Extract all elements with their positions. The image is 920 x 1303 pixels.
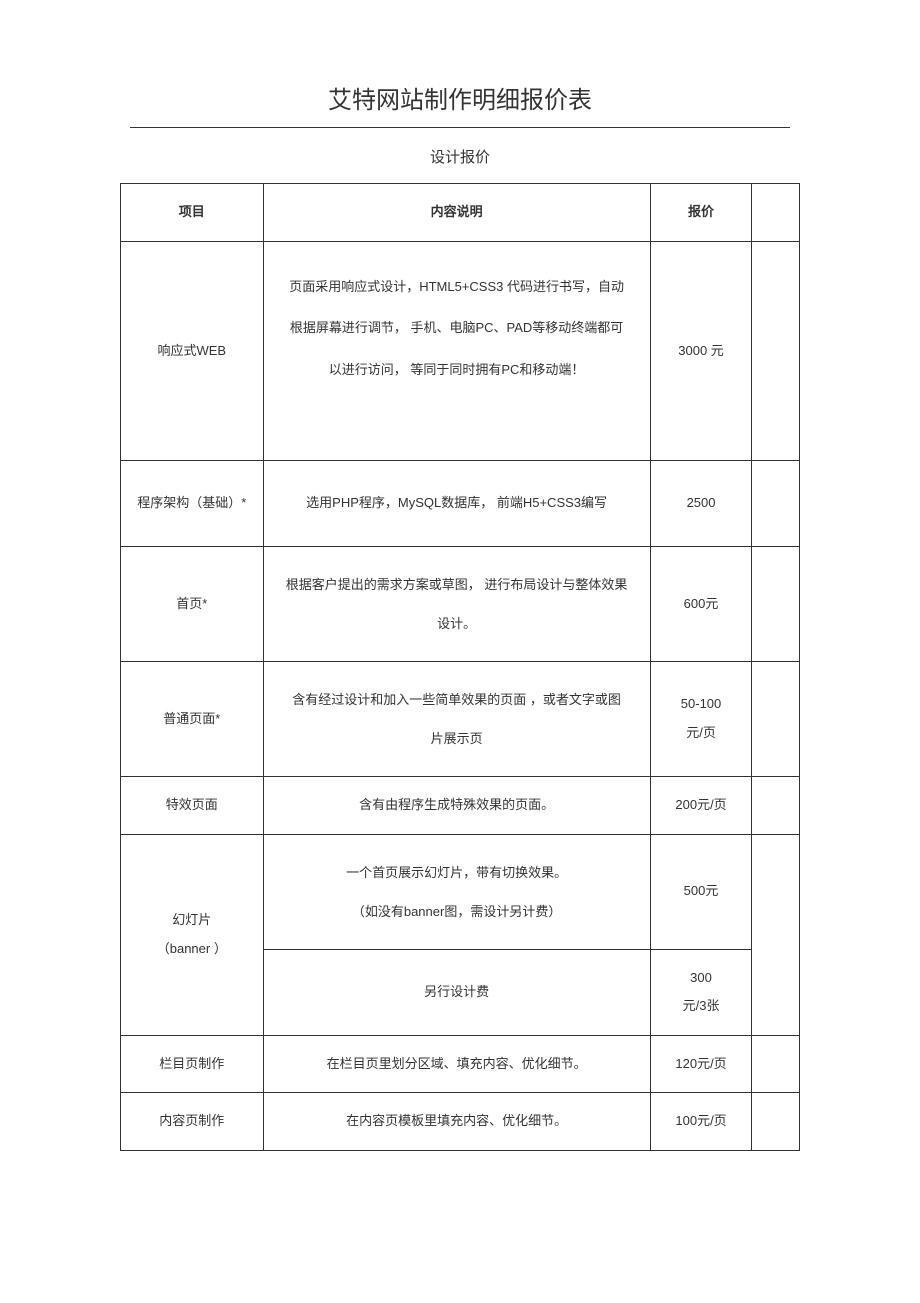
table-row: 普通页面* 含有经过设计和加入一些简单效果的页面 ，或者文字或图片展示页 50-… xyxy=(121,661,800,776)
table-row: 响应式WEB 页面采用响应式设计，HTML5+CSS3 代码进行书写，自动根据屏… xyxy=(121,241,800,461)
cell-desc: 含有经过设计和加入一些简单效果的页面 ，或者文字或图片展示页 xyxy=(263,661,650,776)
table-row: 首页* 根据客户提出的需求方案或草图， 进行布局设计与整体效果设计。 600元 xyxy=(121,546,800,661)
cell-price: 2500 xyxy=(650,461,752,547)
cell-desc: 在内容页模板里填充内容、优化细节。 xyxy=(263,1093,650,1151)
cell-desc: 根据客户提出的需求方案或草图， 进行布局设计与整体效果设计。 xyxy=(263,546,650,661)
cell-price: 3000 元 xyxy=(650,241,752,461)
cell-price: 120元/页 xyxy=(650,1035,752,1093)
table-row: 幻灯片（banner ） 一个首页展示幻灯片，带有切换效果。（如没有banner… xyxy=(121,834,800,949)
cell-item: 程序架构（基础）* xyxy=(121,461,264,547)
cell-blank xyxy=(752,546,800,661)
cell-desc: 另行设计费 xyxy=(263,949,650,1035)
table-row: 内容页制作 在内容页模板里填充内容、优化细节。 100元/页 xyxy=(121,1093,800,1151)
cell-price: 600元 xyxy=(650,546,752,661)
page-subtitle: 设计报价 xyxy=(120,146,800,167)
cell-desc: 选用PHP程序，MySQL数据库， 前端H5+CSS3编写 xyxy=(263,461,650,547)
cell-blank xyxy=(752,834,800,1035)
table-row: 程序架构（基础）* 选用PHP程序，MySQL数据库， 前端H5+CSS3编写 … xyxy=(121,461,800,547)
cell-item: 幻灯片（banner ） xyxy=(121,834,264,1035)
cell-blank xyxy=(752,241,800,461)
header-price: 报价 xyxy=(650,184,752,242)
cell-price: 500元 xyxy=(650,834,752,949)
table-row: 栏目页制作 在栏目页里划分区域、填充内容、优化细节。 120元/页 xyxy=(121,1035,800,1093)
cell-desc: 在栏目页里划分区域、填充内容、优化细节。 xyxy=(263,1035,650,1093)
cell-desc: 页面采用响应式设计，HTML5+CSS3 代码进行书写，自动根据屏幕进行调节， … xyxy=(263,241,650,461)
quote-table: 项目 内容说明 报价 响应式WEB 页面采用响应式设计，HTML5+CSS3 代… xyxy=(120,183,800,1151)
page-title: 艾特网站制作明细报价表 xyxy=(130,80,790,128)
cell-blank xyxy=(752,1035,800,1093)
table-header-row: 项目 内容说明 报价 xyxy=(121,184,800,242)
header-desc: 内容说明 xyxy=(263,184,650,242)
header-item: 项目 xyxy=(121,184,264,242)
cell-item: 特效页面 xyxy=(121,776,264,834)
cell-price: 100元/页 xyxy=(650,1093,752,1151)
table-row: 特效页面 含有由程序生成特殊效果的页面。 200元/页 xyxy=(121,776,800,834)
cell-item: 首页* xyxy=(121,546,264,661)
cell-item: 响应式WEB xyxy=(121,241,264,461)
cell-desc: 含有由程序生成特殊效果的页面。 xyxy=(263,776,650,834)
cell-blank xyxy=(752,661,800,776)
cell-price: 50-100元/页 xyxy=(650,661,752,776)
cell-item: 内容页制作 xyxy=(121,1093,264,1151)
cell-price: 200元/页 xyxy=(650,776,752,834)
cell-blank xyxy=(752,1093,800,1151)
cell-desc: 一个首页展示幻灯片，带有切换效果。（如没有banner图，需设计另计费） xyxy=(263,834,650,949)
cell-blank xyxy=(752,776,800,834)
cell-price: 300元/3张 xyxy=(650,949,752,1035)
cell-blank xyxy=(752,461,800,547)
cell-item: 普通页面* xyxy=(121,661,264,776)
cell-item: 栏目页制作 xyxy=(121,1035,264,1093)
header-blank xyxy=(752,184,800,242)
